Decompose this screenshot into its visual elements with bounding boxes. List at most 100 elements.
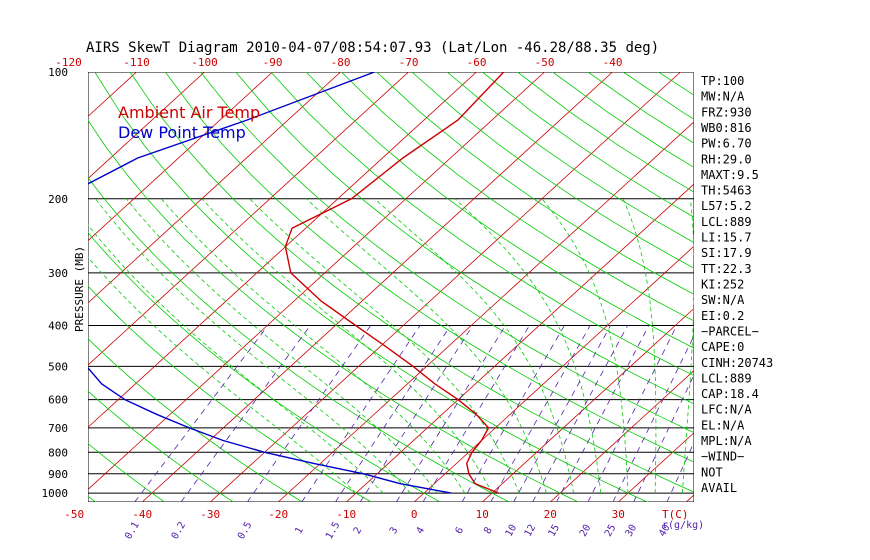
moist-adiabat (88, 224, 384, 494)
mixing-ratio-label: 40 (657, 523, 673, 539)
bottom-temp-tick-labels: -50 -40 -30 -20 -10 0 10 20 30 T(C) (64, 508, 688, 521)
top-temp-tick-label: -110 (123, 56, 150, 69)
mixing-ratio-line (532, 325, 628, 502)
mixing-ratio-label: 0.1 (123, 520, 142, 541)
moist-adiabat (374, 198, 574, 494)
mixing-ratio-line (134, 325, 269, 502)
mixing-ratio-line (359, 325, 474, 502)
dry-adiabat (305, 72, 694, 349)
bottom-temp-tick-label: -40 (132, 508, 152, 521)
index-item: NOT (701, 465, 723, 479)
moist-adiabat (95, 198, 411, 494)
pressure-tick-label: 800 (48, 446, 68, 459)
bottom-temp-tick-label: -50 (64, 508, 84, 521)
index-item: −PARCEL− (701, 325, 759, 339)
x-axis-label: T(C) (662, 508, 689, 521)
bottom-temp-tick-label: -30 (200, 508, 220, 521)
mixing-ratio-line (301, 325, 421, 502)
index-item: CINH:20743 (701, 356, 773, 370)
mixing-ratio-line (556, 325, 650, 502)
top-temp-tick-label: -60 (467, 56, 487, 69)
mixing-ratio-line (396, 325, 506, 502)
isotherm-line (88, 72, 341, 304)
mixing-ratio-label: 10 (504, 523, 520, 539)
mixing-ratio-labels: 0.1 0.2 0.5 1 1.5 2 3 4 6 8 10 12 15 20 25 30 40r(g/kg) (123, 520, 704, 541)
index-item: CAP:18.4 (701, 387, 759, 401)
mixing-ratio-line (247, 325, 371, 502)
index-item: MAXT:9.5 (701, 168, 759, 182)
mixing-ratio-line (513, 325, 611, 502)
dry-adiabat (411, 72, 694, 269)
dry-adiabat (446, 72, 694, 243)
isotherm-line (0, 72, 1, 502)
isotherm-line (549, 370, 694, 502)
isotherm-line (822, 72, 870, 502)
top-temp-tick-label: -40 (603, 56, 623, 69)
moist-adiabat (541, 198, 629, 494)
index-item: EI:0.2 (701, 309, 744, 323)
bottom-temp-tick-label: 30 (612, 508, 625, 521)
mixing-ratio-label: 25 (603, 523, 619, 539)
moist-adiabat (682, 198, 694, 494)
chart-title: AIRS SkewT Diagram 2010-04-07/08:54:07.9… (86, 40, 659, 56)
isotherm-line (141, 72, 613, 502)
moist-adiabat (88, 256, 357, 494)
isotherm-line (88, 72, 205, 180)
moist-adiabat (249, 198, 520, 494)
pressure-tick-label: 1000 (42, 487, 69, 500)
bottom-temp-tick-label: 0 (411, 508, 418, 521)
mixing-ratio-line (587, 325, 678, 502)
mixing-ratio-label: 8 (482, 525, 495, 536)
dry-adiabat (0, 72, 27, 502)
isotherm-line (88, 72, 273, 242)
top-temp-tick-label: -100 (191, 56, 218, 69)
index-item: AVAIL (701, 481, 737, 495)
isotherm-line (209, 72, 681, 502)
moist-adiabat (125, 198, 438, 494)
mixing-ratio-label: 0.2 (170, 520, 189, 541)
dry-adiabat (88, 390, 234, 502)
top-temp-tick-label: -50 (535, 56, 555, 69)
dry-adiabat (88, 442, 165, 502)
mixing-ratio-label: 12 (523, 523, 539, 539)
moist-adiabat (201, 198, 493, 494)
isotherm-line (0, 72, 69, 502)
isotherm-line (413, 245, 694, 502)
index-item: TH:5463 (701, 184, 752, 198)
index-item: MW:N/A (701, 90, 745, 104)
isotherm-line (88, 72, 477, 428)
index-item: −WIND− (701, 450, 744, 464)
index-item: RH:29.0 (701, 152, 752, 166)
mixing-ratio-label: 30 (624, 523, 640, 539)
pressure-tick-label: 700 (48, 422, 68, 435)
dry-adiabat (129, 72, 694, 493)
bottom-temp-tick-label: 10 (476, 508, 489, 521)
top-temp-tick-label: -120 (55, 56, 82, 69)
index-item: LCL:889 (701, 371, 752, 385)
pressure-tick-label: 600 (48, 394, 68, 407)
mixing-ratio-label: 1.5 (324, 520, 343, 541)
dry-adiabat (482, 72, 694, 218)
profile-series (88, 72, 505, 494)
y-axis-label: PRESSURE (MB) (73, 246, 86, 332)
pressure-tick-labels: 100 200 300 400 500 600 700 800 900 1000 (42, 66, 69, 500)
index-item: PW:6.70 (701, 137, 752, 151)
bottom-temp-tick-label: -20 (268, 508, 288, 521)
dry-adiabat (88, 177, 510, 502)
index-item: L57:5.2 (701, 199, 752, 213)
top-temp-tick-label: -80 (331, 56, 351, 69)
mixing-ratio-label: 20 (578, 523, 594, 539)
top-temp-tick-labels: -120 -110 -100 -90 -80 -70 -60 -50 -40 (55, 56, 622, 69)
pressure-tick-label: 500 (48, 360, 68, 373)
dry-adiabat (94, 72, 648, 502)
dry-adiabat (270, 72, 694, 377)
bottom-temp-tick-label: -10 (336, 508, 356, 521)
mixing-ratio-label: 0.5 (236, 520, 255, 541)
index-item: LFC:N/A (701, 403, 752, 417)
mixing-ratio-label: 1 (293, 525, 306, 536)
index-item: SW:N/A (701, 293, 745, 307)
ambient-temp-line (284, 72, 505, 494)
index-item: WB0:816 (701, 121, 752, 135)
